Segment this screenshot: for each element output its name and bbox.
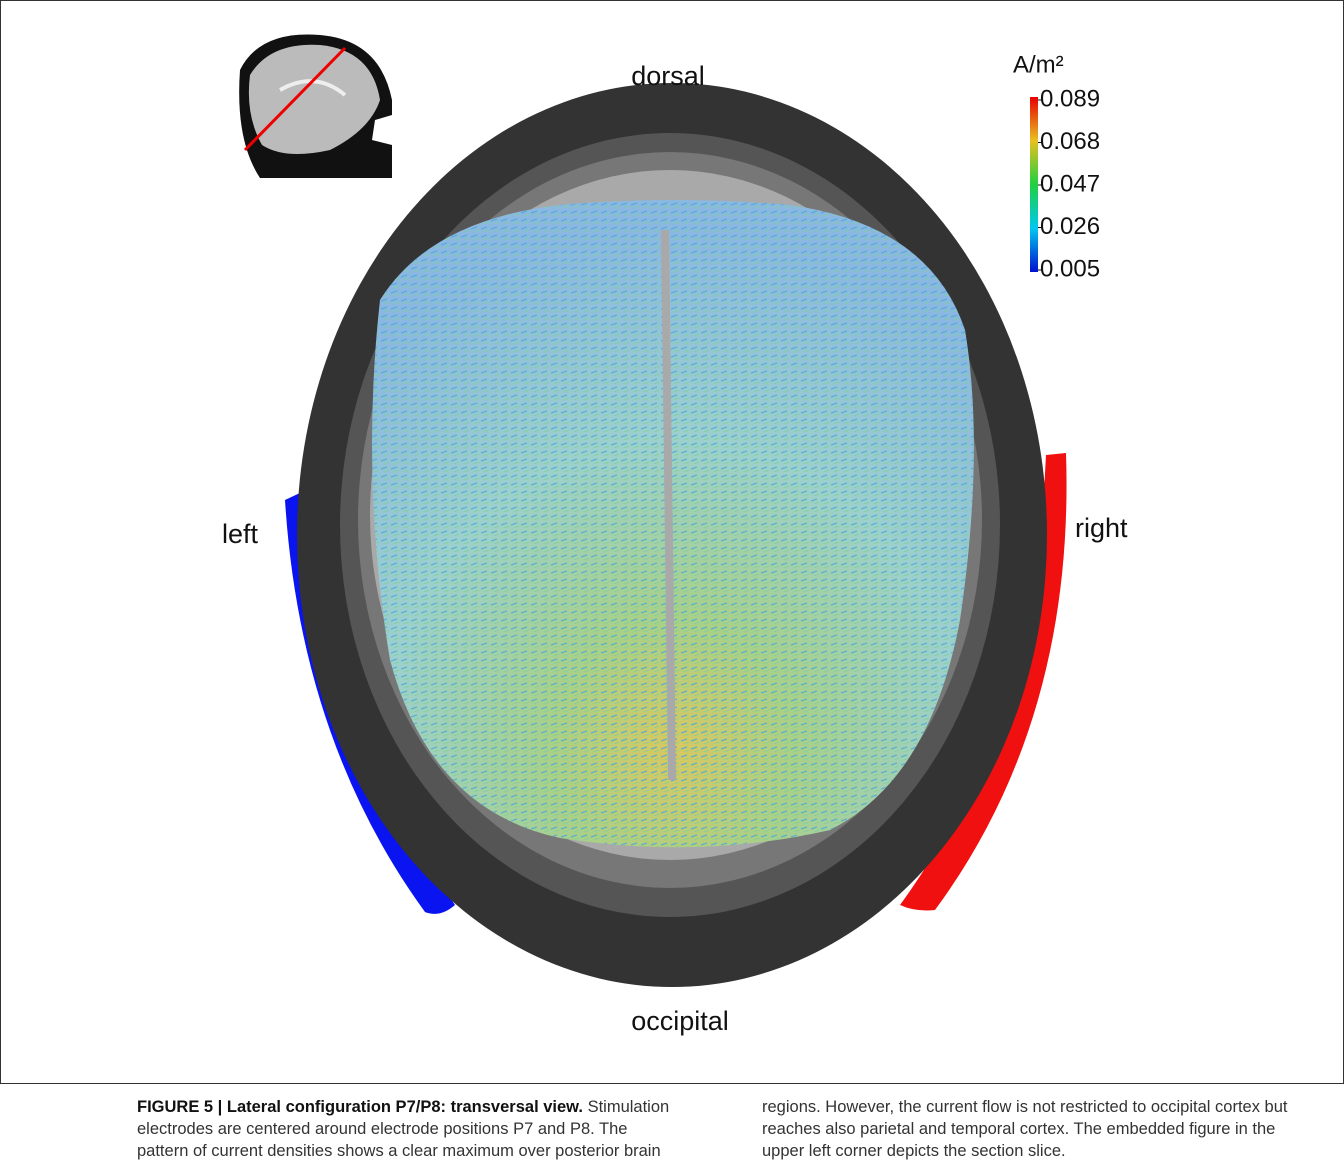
colorbar-tick-label: 0.089 bbox=[1040, 85, 1100, 112]
inset-brain bbox=[239, 34, 392, 178]
colorbar-tick-label: 0.068 bbox=[1040, 128, 1100, 155]
right-label: right bbox=[1075, 513, 1128, 543]
left-label: left bbox=[222, 519, 259, 549]
dorsal-label: dorsal bbox=[631, 61, 705, 91]
colorbar-tick-label: 0.047 bbox=[1040, 170, 1100, 197]
right-electrode bbox=[900, 453, 1067, 911]
colorbar-tick-label: 0.005 bbox=[1040, 255, 1100, 282]
figure: dorsal occipital left right A/m² 0.0890.… bbox=[222, 34, 1128, 1036]
occipital-label: occipital bbox=[631, 1006, 729, 1036]
caption: FIGURE 5 | Lateral configuration P7/P8: … bbox=[137, 1096, 1307, 1162]
current-vectors bbox=[372, 200, 974, 848]
caption-title: FIGURE 5 | Lateral configuration P7/P8: … bbox=[137, 1098, 583, 1116]
colorbar bbox=[1030, 97, 1038, 272]
midline bbox=[661, 229, 676, 781]
colorbar-tick-label: 0.026 bbox=[1040, 213, 1100, 240]
colorbar-unit: A/m² bbox=[1013, 51, 1064, 78]
colorbar-ticks: 0.089 0.068 0.047 0.026 0.005 bbox=[1038, 85, 1100, 282]
